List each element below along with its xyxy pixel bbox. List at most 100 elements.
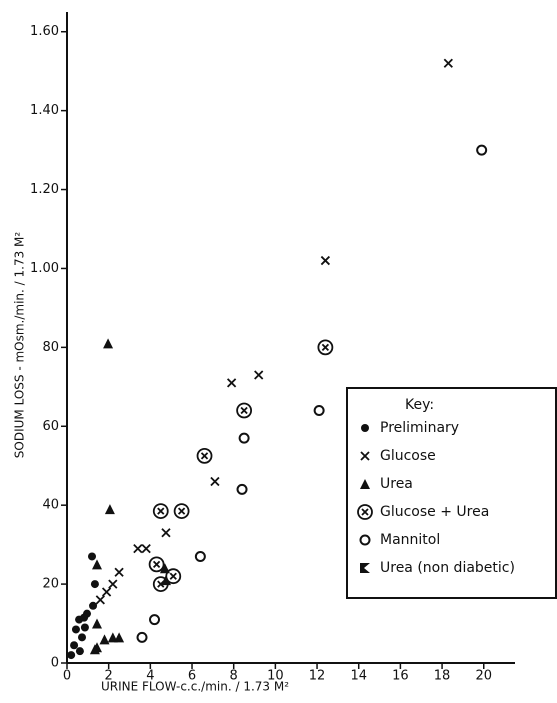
legend-label: Glucose + Urea bbox=[380, 504, 489, 520]
y-tick-label: 1.40 bbox=[30, 103, 59, 118]
cross bbox=[320, 255, 331, 266]
point bbox=[136, 631, 148, 643]
point bbox=[313, 404, 325, 416]
point bbox=[152, 503, 169, 520]
ring bbox=[152, 576, 169, 592]
tri bbox=[92, 559, 103, 570]
cross bbox=[95, 595, 105, 605]
legend-title: Key: bbox=[405, 397, 434, 413]
x-axis-label: URINE FLOW-c.c./min. / 1.73 M² bbox=[101, 680, 289, 694]
point bbox=[88, 552, 97, 561]
y-tick-label: 80 bbox=[42, 340, 59, 355]
tri bbox=[159, 563, 170, 574]
point bbox=[75, 647, 84, 656]
ring bbox=[196, 447, 213, 464]
cross bbox=[169, 572, 177, 580]
ring bbox=[236, 483, 248, 495]
ring bbox=[149, 614, 161, 626]
legend-marker bbox=[360, 479, 370, 489]
cross bbox=[114, 567, 124, 577]
dot bbox=[71, 625, 80, 634]
legend-marker bbox=[361, 424, 369, 432]
point bbox=[236, 483, 248, 495]
point bbox=[89, 644, 100, 655]
point bbox=[103, 338, 114, 349]
cross bbox=[200, 452, 209, 460]
legend-label: Preliminary bbox=[380, 420, 459, 436]
cross bbox=[141, 543, 151, 554]
point bbox=[67, 651, 76, 660]
dot bbox=[88, 552, 97, 561]
cross bbox=[101, 587, 112, 597]
point bbox=[236, 402, 253, 419]
tri bbox=[92, 618, 103, 629]
point bbox=[107, 632, 118, 643]
legend-label: Urea bbox=[380, 476, 413, 492]
ring bbox=[313, 404, 325, 416]
legend-label: Urea (non diabetic) bbox=[380, 560, 515, 576]
ring bbox=[194, 550, 206, 562]
x-tick-label: 6 bbox=[188, 669, 196, 684]
legend-marker bbox=[360, 451, 370, 461]
tri bbox=[360, 479, 370, 489]
dot bbox=[80, 613, 89, 622]
dot bbox=[361, 424, 369, 432]
point bbox=[152, 576, 169, 592]
point bbox=[226, 378, 237, 388]
legend-marker bbox=[360, 563, 370, 573]
x-tick-label: 14 bbox=[350, 669, 367, 684]
point bbox=[95, 595, 105, 605]
point bbox=[70, 641, 79, 650]
point bbox=[71, 625, 80, 634]
point bbox=[173, 503, 190, 520]
tri bbox=[103, 338, 114, 349]
x-tick-label: 16 bbox=[392, 669, 409, 684]
point bbox=[92, 618, 103, 629]
point bbox=[159, 563, 170, 574]
x-tick-label: 18 bbox=[434, 669, 451, 684]
legend-marker bbox=[357, 504, 373, 520]
cross bbox=[226, 378, 237, 388]
point bbox=[194, 550, 206, 562]
dot bbox=[80, 623, 89, 632]
ring bbox=[165, 568, 182, 585]
point bbox=[99, 634, 110, 645]
y-tick-label: 1.60 bbox=[30, 24, 59, 39]
point bbox=[133, 543, 143, 554]
point bbox=[196, 447, 213, 464]
dot bbox=[67, 651, 76, 660]
dot bbox=[78, 633, 87, 642]
cross bbox=[443, 58, 453, 68]
cross bbox=[161, 528, 171, 538]
point bbox=[149, 614, 161, 626]
ring bbox=[317, 339, 334, 356]
x-tick-label: 4 bbox=[146, 669, 154, 684]
dot bbox=[89, 601, 98, 610]
point bbox=[108, 579, 118, 589]
y-tick-label: 1.20 bbox=[30, 182, 59, 197]
ring bbox=[476, 144, 488, 156]
point bbox=[443, 58, 453, 68]
ring bbox=[357, 504, 373, 520]
cross bbox=[210, 476, 220, 487]
cross bbox=[157, 507, 165, 515]
point bbox=[161, 528, 171, 538]
ring bbox=[359, 534, 371, 546]
ring bbox=[152, 503, 169, 520]
y-tick-label: 0 bbox=[51, 656, 59, 671]
cross bbox=[108, 579, 118, 589]
point bbox=[148, 556, 165, 573]
y-tick-label: 1.00 bbox=[30, 261, 59, 276]
legend-label: Glucose bbox=[380, 448, 436, 464]
tri bbox=[89, 644, 100, 655]
x-tick-label: 12 bbox=[309, 669, 326, 684]
x-tick-label: 2 bbox=[105, 669, 113, 684]
tri bbox=[114, 632, 125, 643]
x-tick-label: 20 bbox=[475, 669, 492, 684]
x-tick-label: 0 bbox=[63, 669, 71, 684]
cross bbox=[321, 343, 330, 352]
point bbox=[114, 567, 124, 577]
y-axis-label: SODIUM LOSS - mOsm./min. / 1.73 M² bbox=[13, 232, 27, 459]
point bbox=[80, 613, 89, 622]
